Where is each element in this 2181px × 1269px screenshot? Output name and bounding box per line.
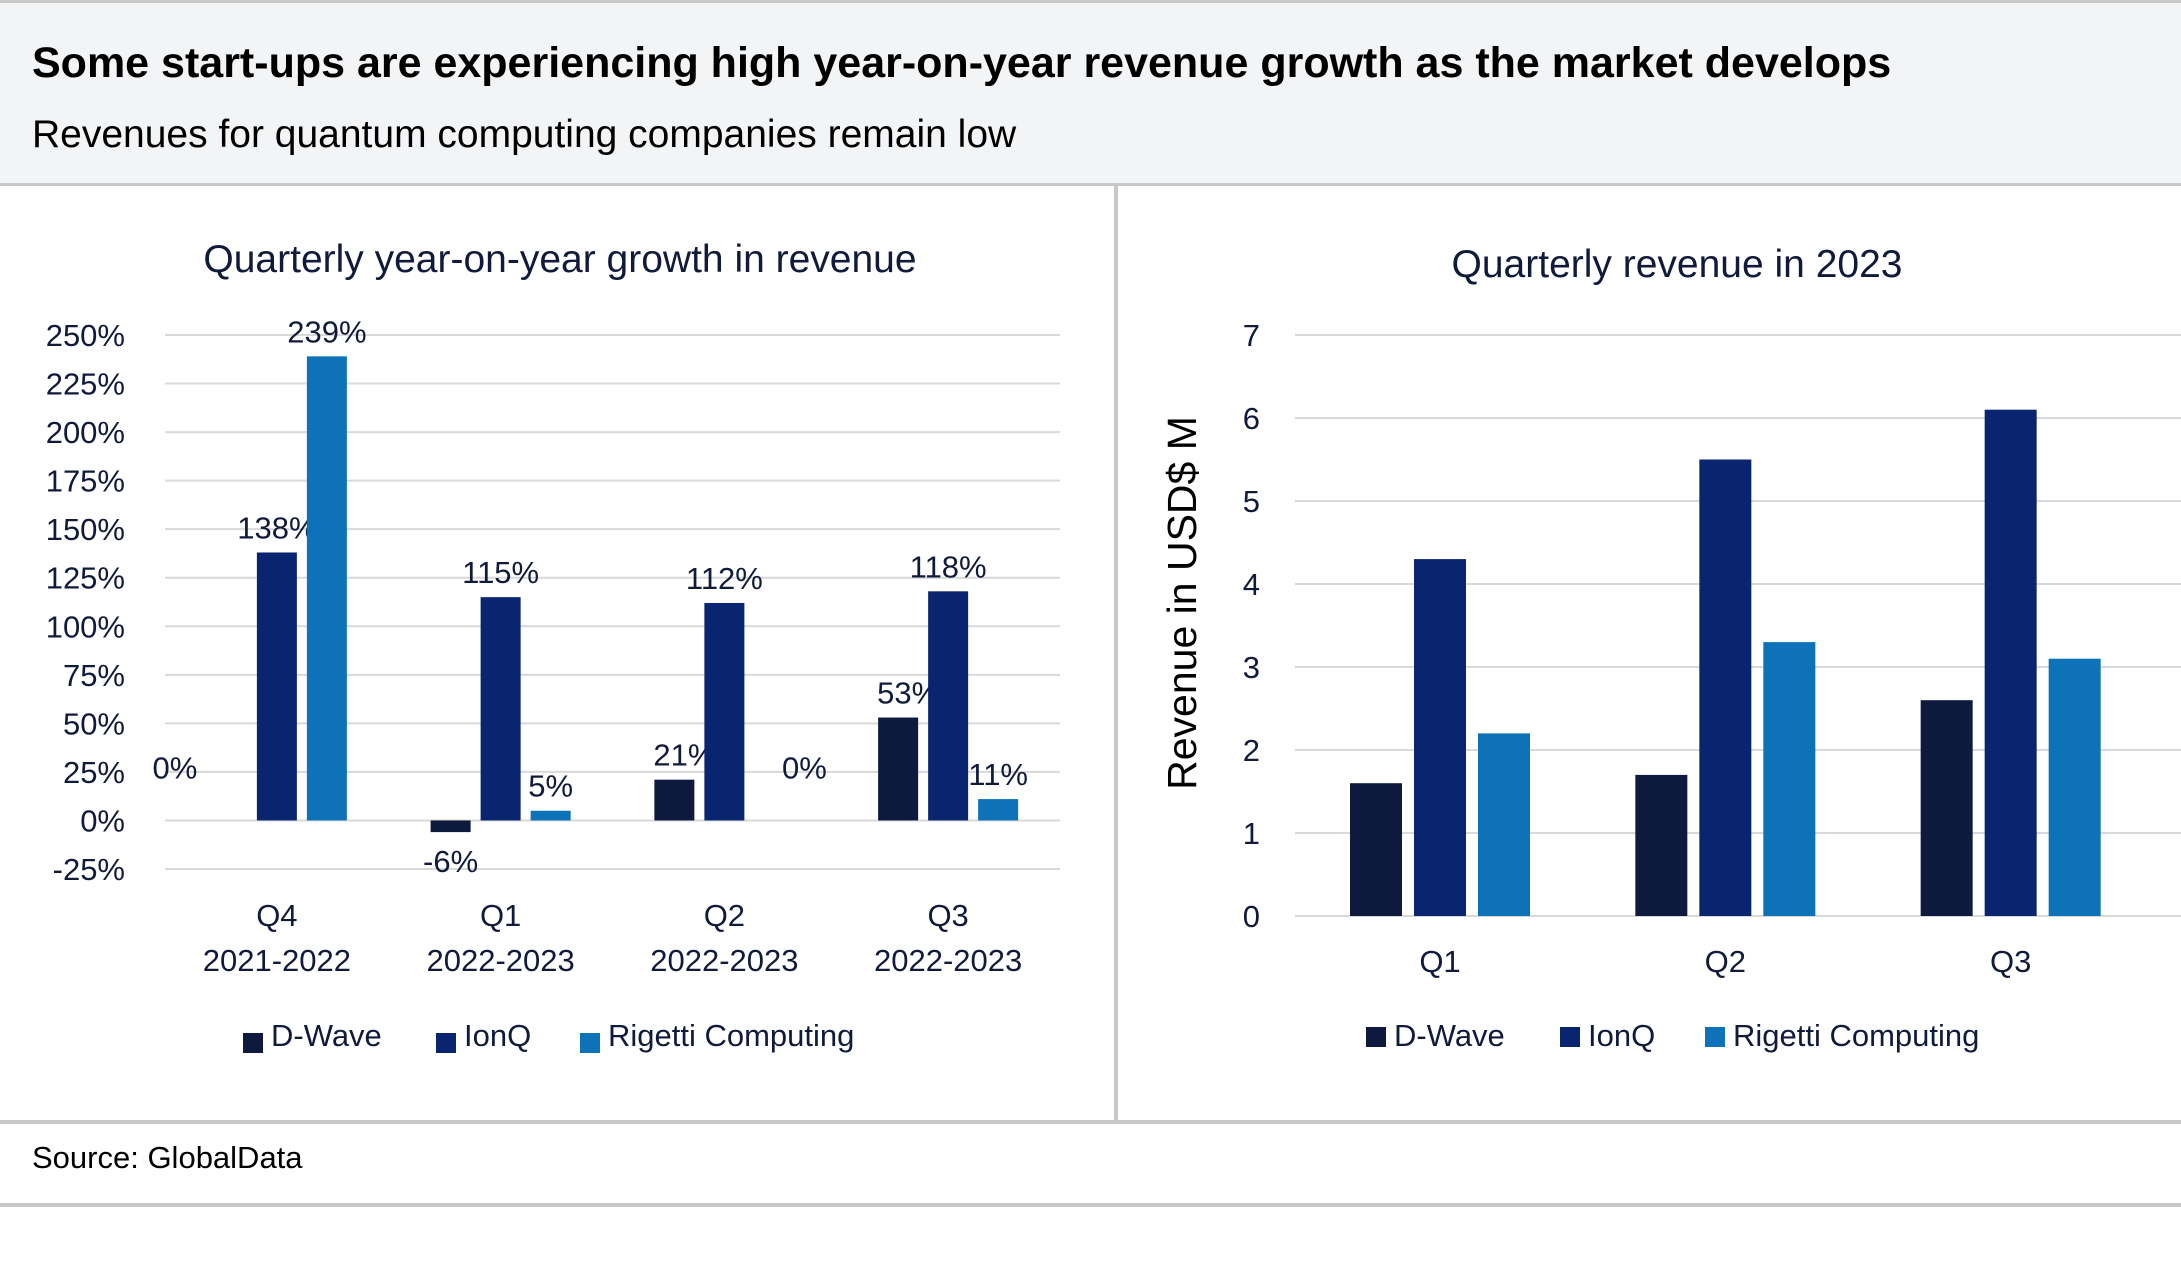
y-tick-label: 100% — [46, 609, 125, 644]
chart-title: Quarterly year-on-year growth in revenue — [203, 238, 916, 281]
x-tick-label: Q1 — [1419, 944, 1460, 979]
bar-ionq — [928, 591, 969, 821]
x-tick-label: Q1 — [480, 898, 521, 933]
x-tick-label: 2022-2023 — [427, 943, 575, 978]
y-tick-label: 50% — [63, 706, 125, 741]
y-tick-label: 125% — [46, 561, 125, 596]
y-tick-label: 175% — [46, 464, 125, 499]
y-tick-label: 6 — [1243, 401, 1260, 436]
data-label: 0% — [782, 750, 827, 785]
y-tick-label: 1 — [1243, 816, 1260, 851]
y-axis-label: Revenue in USD$ M — [1159, 416, 1205, 790]
x-tick-label: Q3 — [1990, 944, 2031, 979]
legend-swatch-rigetti-computing — [580, 1033, 600, 1053]
header-banner: Some start-ups are experiencing high yea… — [0, 0, 2181, 186]
growth-chart: Quarterly year-on-year growth in revenue… — [46, 238, 1060, 1053]
bar-ionq — [256, 552, 297, 821]
legend-swatch-d-wave — [1366, 1027, 1386, 1047]
legend-label-ionq: IonQ — [464, 1018, 531, 1053]
legend-swatch-d-wave — [243, 1033, 263, 1053]
bar-ionq — [1414, 559, 1466, 916]
footer-rule — [0, 1203, 2181, 1207]
chart-title: Quarterly revenue in 2023 — [1452, 243, 1903, 286]
legend-label-d-wave: D-Wave — [1394, 1018, 1505, 1053]
bar-d-wave — [654, 779, 695, 821]
y-tick-label: 150% — [46, 512, 125, 547]
data-label: 239% — [287, 314, 366, 349]
legend-label-ionq: IonQ — [1588, 1018, 1655, 1053]
data-label: 112% — [686, 561, 763, 596]
y-tick-label: 0 — [1243, 899, 1260, 934]
y-tick-label: 225% — [46, 367, 125, 402]
data-label: 5% — [528, 769, 573, 804]
bar-d-wave — [430, 820, 471, 833]
data-label: 11% — [968, 757, 1028, 792]
bar-rigetti-computing — [978, 799, 1019, 821]
legend-label-rigetti-computing: Rigetti Computing — [1733, 1018, 1979, 1053]
x-tick-label: 2021-2022 — [203, 943, 351, 978]
data-label: 0% — [152, 750, 197, 785]
x-tick-label: 2022-2023 — [874, 943, 1022, 978]
bar-ionq — [704, 602, 745, 821]
panel-divider — [1114, 186, 1118, 1120]
bar-rigetti-computing — [1763, 642, 1816, 916]
y-tick-label: 25% — [63, 755, 125, 790]
source-note: Source: GlobalData — [32, 1140, 303, 1175]
bar-rigetti-computing — [2048, 658, 2101, 916]
legend-swatch-ionq — [1560, 1027, 1580, 1047]
y-tick-label: 0% — [80, 803, 125, 838]
x-tick-label: Q2 — [1705, 944, 1746, 979]
bar-rigetti-computing — [306, 356, 347, 821]
legend-swatch-ionq — [436, 1033, 456, 1053]
bar-d-wave — [1635, 774, 1688, 916]
page-subtitle: Revenues for quantum computing companies… — [32, 113, 1017, 156]
data-label: 118% — [910, 549, 987, 584]
y-tick-label: -25% — [53, 852, 125, 887]
legend-label-d-wave: D-Wave — [271, 1018, 382, 1053]
bottom-rule — [0, 1120, 2181, 1124]
x-tick-label: Q4 — [256, 898, 297, 933]
x-tick-label: Q3 — [927, 898, 968, 933]
y-tick-label: 7 — [1243, 318, 1260, 353]
y-tick-label: 5 — [1243, 484, 1260, 519]
bar-ionq — [1699, 459, 1752, 916]
bar-ionq — [1984, 409, 2037, 916]
page-title: Some start-ups are experiencing high yea… — [32, 39, 1892, 87]
revenue-chart: Quarterly revenue in 2023 0 1 2 3 4 5 6 7 Revenue… — [1159, 243, 2181, 1053]
y-tick-label: 4 — [1243, 567, 1260, 602]
y-tick-label: 3 — [1243, 650, 1260, 685]
y-tick-label: 75% — [63, 658, 125, 693]
bar-d-wave — [878, 717, 919, 821]
bar-d-wave — [1920, 700, 1973, 916]
data-label: -6% — [423, 844, 478, 879]
bar-d-wave — [1350, 783, 1402, 916]
y-tick-label: 250% — [46, 318, 125, 353]
data-label: 138% — [237, 510, 316, 545]
x-tick-label: Q2 — [704, 898, 745, 933]
bar-rigetti-computing — [530, 810, 571, 821]
data-label: 115% — [462, 555, 539, 590]
legend-label-rigetti-computing: Rigetti Computing — [608, 1018, 854, 1053]
bar-ionq — [480, 597, 521, 821]
y-tick-label: 200% — [46, 415, 125, 450]
x-tick-label: 2022-2023 — [650, 943, 798, 978]
y-tick-label: 2 — [1243, 733, 1260, 768]
legend-swatch-rigetti-computing — [1705, 1027, 1725, 1047]
bar-rigetti-computing — [1478, 733, 1530, 916]
